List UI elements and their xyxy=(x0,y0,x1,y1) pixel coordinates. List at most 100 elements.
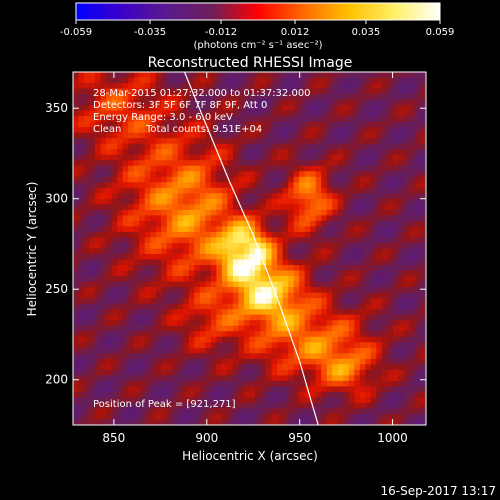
heatmap-cell xyxy=(315,226,322,233)
heatmap-cell xyxy=(321,182,328,189)
heatmap-cell xyxy=(106,358,113,365)
heatmap-cell xyxy=(210,402,217,409)
heatmap-cell xyxy=(387,331,394,338)
heatmap-cell xyxy=(271,248,278,255)
heatmap-cell xyxy=(106,314,113,321)
heatmap-cell xyxy=(183,353,190,360)
heatmap-cell xyxy=(293,88,300,95)
heatmap-cell xyxy=(392,132,399,139)
heatmap-cell xyxy=(403,325,410,332)
heatmap-cell xyxy=(100,88,107,95)
heatmap-cell xyxy=(288,347,295,354)
heatmap-cell xyxy=(155,138,162,145)
heatmap-cell xyxy=(370,160,377,167)
heatmap-cell xyxy=(106,397,113,404)
heatmap-cell xyxy=(122,182,129,189)
heatmap-cell xyxy=(84,132,90,139)
heatmap-cell xyxy=(216,204,223,211)
heatmap-cell xyxy=(420,325,426,332)
heatmap-cell xyxy=(177,204,184,211)
heatmap-cell xyxy=(172,325,179,332)
heatmap-cell xyxy=(304,226,311,233)
heatmap-cell xyxy=(194,336,201,343)
heatmap-cell xyxy=(387,342,394,349)
heatmap-cell xyxy=(238,105,245,112)
heatmap-cell xyxy=(188,116,195,123)
heatmap-cell xyxy=(255,176,261,183)
heatmap-cell xyxy=(199,364,206,371)
heatmap-cell xyxy=(111,336,118,343)
heatmap-cell xyxy=(183,248,190,255)
heatmap-cell xyxy=(381,138,388,145)
heatmap-cell xyxy=(89,72,96,78)
heatmap-cell xyxy=(166,105,173,112)
heatmap-cell xyxy=(111,138,118,145)
heatmap-cell xyxy=(243,121,250,128)
heatmap-cell xyxy=(359,110,366,117)
heatmap-cell xyxy=(100,226,107,233)
heatmap-cell xyxy=(221,336,228,343)
heatmap-cell xyxy=(365,193,372,200)
heatmap-cell xyxy=(387,165,394,172)
heatmap-cell xyxy=(288,265,295,271)
heatmap-cell xyxy=(210,242,217,249)
heatmap-cell xyxy=(310,154,317,161)
heatmap-cell xyxy=(78,248,85,255)
heatmap-cell xyxy=(73,127,79,134)
heatmap-cell xyxy=(243,110,250,117)
heatmap-cell xyxy=(89,231,96,238)
heatmap-cell xyxy=(387,358,394,365)
heatmap-cell xyxy=(414,231,421,238)
heatmap-cell xyxy=(348,336,355,343)
heatmap-cell xyxy=(183,380,190,387)
heatmap-cell xyxy=(282,419,289,425)
heatmap-cell xyxy=(403,336,410,343)
heatmap-cell xyxy=(155,220,162,227)
heatmap-cell xyxy=(199,353,206,360)
heatmap-cell xyxy=(343,72,350,78)
heatmap-cell xyxy=(89,127,96,134)
heatmap-cell xyxy=(403,154,410,161)
heatmap-cell xyxy=(398,226,405,233)
heatmap-cell xyxy=(172,231,179,238)
heatmap-cell xyxy=(172,94,179,100)
heatmap-cell xyxy=(249,198,256,205)
heatmap-cell xyxy=(161,298,168,305)
heatmap-cell xyxy=(299,402,306,409)
heatmap-cell xyxy=(392,380,399,387)
heatmap-cell xyxy=(210,419,217,425)
heatmap-cell xyxy=(183,77,190,84)
heatmap-cell xyxy=(188,248,195,255)
heatmap-cell xyxy=(238,182,245,189)
heatmap-cell xyxy=(326,149,333,156)
heatmap-cell xyxy=(348,413,355,420)
heatmap-cell xyxy=(128,270,135,277)
heatmap-cell xyxy=(199,77,206,84)
heatmap-cell xyxy=(188,242,195,249)
heatmap-cell xyxy=(227,77,234,84)
heatmap-cell xyxy=(409,375,416,382)
heatmap-cell xyxy=(337,110,344,117)
heatmap-cell xyxy=(128,320,135,327)
heatmap-cell xyxy=(122,83,129,89)
heatmap-cell xyxy=(398,364,405,371)
heatmap-cell xyxy=(84,138,90,145)
heatmap-cell xyxy=(299,353,306,360)
heatmap-cell xyxy=(117,408,124,415)
heatmap-cell xyxy=(221,209,228,216)
heatmap-cell xyxy=(420,408,426,415)
heatmap-cell xyxy=(304,358,311,365)
heatmap-cell xyxy=(221,149,228,156)
heatmap-cell xyxy=(73,171,79,178)
heatmap-cell xyxy=(161,309,168,316)
heatmap-cell xyxy=(359,121,366,128)
heatmap-cell xyxy=(84,121,90,128)
heatmap-cell xyxy=(392,292,399,299)
heatmap-cell xyxy=(332,320,339,327)
heatmap-cell xyxy=(376,116,383,123)
heatmap-cell xyxy=(95,176,101,183)
heatmap-cell xyxy=(133,231,140,238)
heatmap-cell xyxy=(266,336,272,343)
heatmap-cell xyxy=(381,397,388,404)
heatmap-cell xyxy=(255,292,261,299)
